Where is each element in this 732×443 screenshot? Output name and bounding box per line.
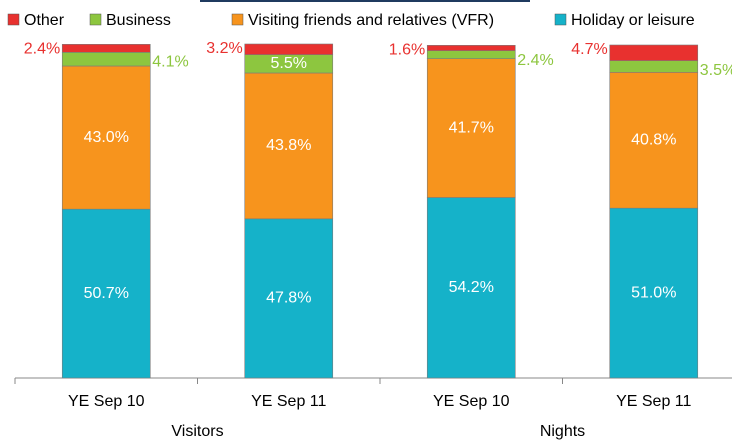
x-tick-label: YE Sep 10 (433, 393, 510, 410)
legend-swatch (89, 13, 102, 26)
data-label: 43.0% (84, 129, 129, 146)
data-label: 50.7% (84, 285, 129, 302)
legend-label: Holiday or leisure (571, 12, 695, 29)
bar-segment (61, 44, 151, 53)
bar-segment (426, 45, 516, 51)
data-label: 4.7% (571, 41, 607, 58)
bar-segment (61, 65, 151, 210)
bar-segment (426, 50, 516, 59)
data-label: 3.2% (206, 40, 242, 57)
data-label: 47.8% (266, 290, 311, 307)
data-label: 40.8% (631, 131, 676, 148)
legend-label: Visiting friends and relatives (VFR) (248, 12, 494, 29)
data-label: 43.8% (266, 137, 311, 154)
bar-segment (244, 43, 334, 55)
bar-segment (609, 44, 699, 61)
bar-segment (244, 218, 334, 379)
data-label: 2.4% (24, 41, 60, 58)
bar-segment (609, 72, 699, 209)
x-tick-label: YE Sep 11 (616, 393, 691, 410)
data-label: 5.5% (271, 55, 307, 72)
data-label: 54.2% (449, 279, 494, 296)
bar-segment (426, 58, 516, 198)
bar-segment (609, 60, 699, 73)
bar-segment (426, 197, 516, 379)
x-tick-label: YE Sep 11 (251, 393, 326, 410)
group-label: Visitors (171, 423, 223, 440)
group-label: Nights (540, 423, 585, 440)
legend-swatch (554, 13, 567, 26)
bar-segment (61, 52, 151, 67)
legend-label: Other (24, 12, 65, 29)
x-tick-label: YE Sep 10 (68, 393, 145, 410)
data-label: 3.5% (700, 62, 732, 79)
legend-swatch (231, 13, 244, 26)
data-label: 2.4% (517, 52, 553, 69)
data-label: 41.7% (449, 119, 494, 136)
legend-label: Business (106, 12, 171, 29)
bar-segment (61, 208, 151, 379)
legend-swatch (7, 13, 20, 26)
data-label: 4.1% (152, 54, 188, 71)
title-remnant (200, 0, 530, 2)
data-label: 1.6% (389, 42, 425, 59)
data-label: 51.0% (631, 284, 676, 301)
